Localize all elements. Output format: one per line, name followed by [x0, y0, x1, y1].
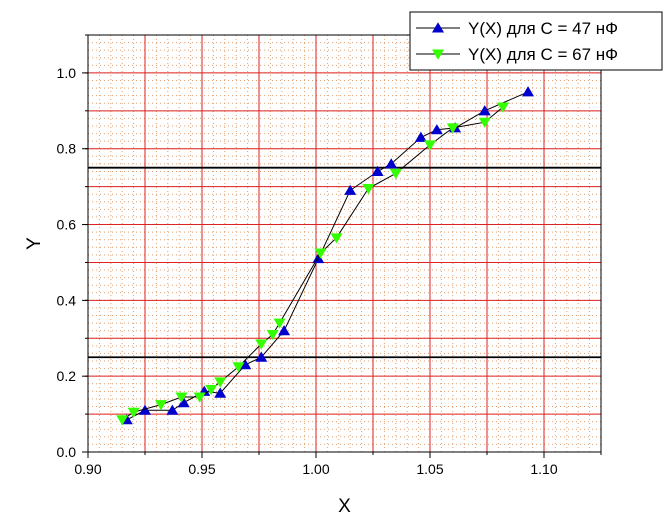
series-0 — [120, 86, 535, 425]
y-tick-label: 1.0 — [57, 65, 77, 81]
legend-entry-1: Y(X) для C = 67 нФ — [416, 45, 618, 64]
x-tick-label: 1.00 — [302, 461, 329, 477]
data-point — [430, 124, 443, 135]
data-point — [446, 123, 459, 134]
legend-marker — [432, 22, 444, 33]
data-point — [166, 404, 179, 415]
data-point — [389, 168, 402, 180]
legend-marker — [432, 49, 444, 60]
data-point — [424, 140, 436, 151]
x-tick-label: 1.05 — [416, 461, 443, 477]
data-point — [478, 105, 491, 116]
data-point — [266, 329, 279, 341]
axis-ticks: 0.90 0.95 1.00 1.05 1.10 0.0 0.2 0.4 0.6 0.8 1.0 — [57, 34, 602, 477]
data-point — [205, 384, 218, 396]
data-point — [177, 397, 190, 408]
data-point — [214, 387, 227, 398]
x-axis-title: X — [338, 496, 351, 517]
y-tick-label: 0.8 — [57, 141, 77, 157]
x-tick-label: 1.10 — [530, 461, 557, 477]
data-point — [362, 184, 375, 195]
data-point — [232, 362, 245, 373]
x-tick-label: 0.95 — [188, 461, 215, 477]
y-tick-label: 0.6 — [57, 217, 77, 233]
data-point — [193, 392, 206, 403]
x-tick-label: 0.90 — [74, 461, 101, 477]
reference-lines — [88, 166, 601, 359]
y-tick-label: 0.2 — [57, 368, 77, 384]
legend-entry-0: Y(X) для C = 47 нФ — [416, 19, 618, 38]
data-point — [414, 131, 427, 142]
data-point — [139, 404, 151, 415]
data-point — [116, 415, 129, 426]
grid — [87, 34, 602, 453]
legend-label: Y(X) для C = 47 нФ — [468, 19, 618, 38]
data-point — [214, 377, 227, 388]
y-axis-title: Y — [24, 237, 45, 250]
data-point — [175, 392, 188, 403]
data-point — [522, 86, 535, 97]
series — [116, 86, 535, 426]
data-point — [255, 351, 268, 362]
data-point — [255, 339, 268, 350]
data-point — [127, 407, 140, 418]
legend-box — [409, 11, 663, 71]
plot-frame — [87, 34, 602, 453]
y-tick-label: 0.4 — [57, 292, 77, 308]
y-tick-label: 0.0 — [57, 444, 77, 460]
data-point — [314, 248, 327, 259]
data-point — [344, 184, 357, 195]
data-point — [330, 233, 343, 244]
legend-label: Y(X) для C = 67 нФ — [468, 45, 618, 64]
data-point — [312, 252, 325, 264]
data-point — [154, 400, 167, 411]
data-point — [496, 102, 509, 113]
data-point — [239, 359, 252, 370]
data-point — [371, 165, 384, 176]
legend: Y(X) для C = 47 нФ Y(X) для C = 67 нФ — [409, 11, 663, 71]
data-point — [478, 117, 491, 128]
data-point — [385, 158, 398, 169]
data-point — [278, 324, 291, 336]
series-1 — [116, 102, 509, 426]
data-point — [273, 318, 286, 329]
